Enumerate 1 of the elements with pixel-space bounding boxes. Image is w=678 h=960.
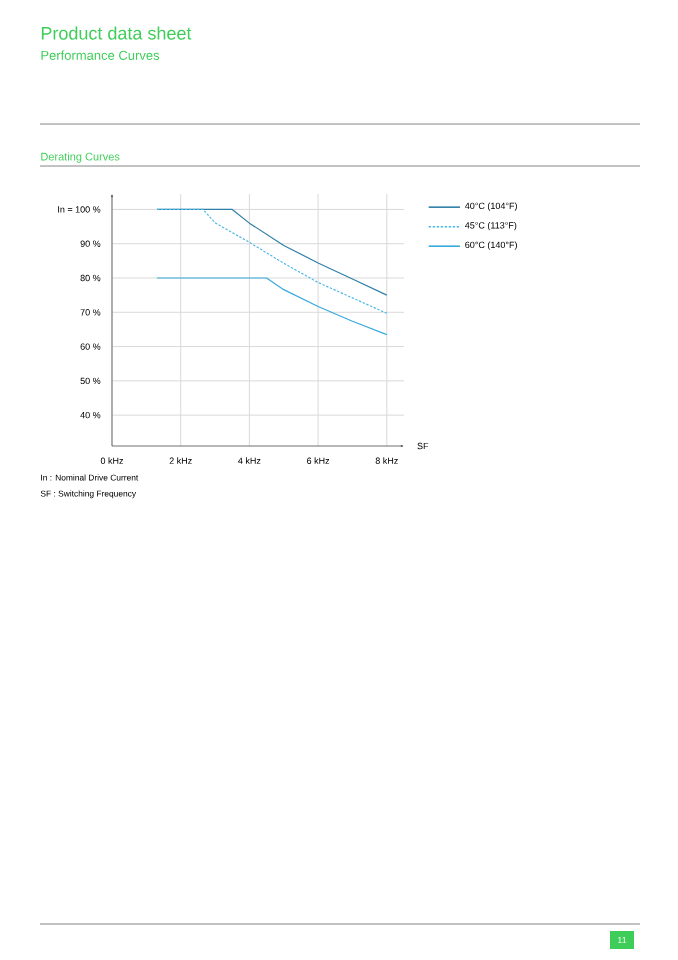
chart-title: Product data sheet <box>41 26 192 40</box>
